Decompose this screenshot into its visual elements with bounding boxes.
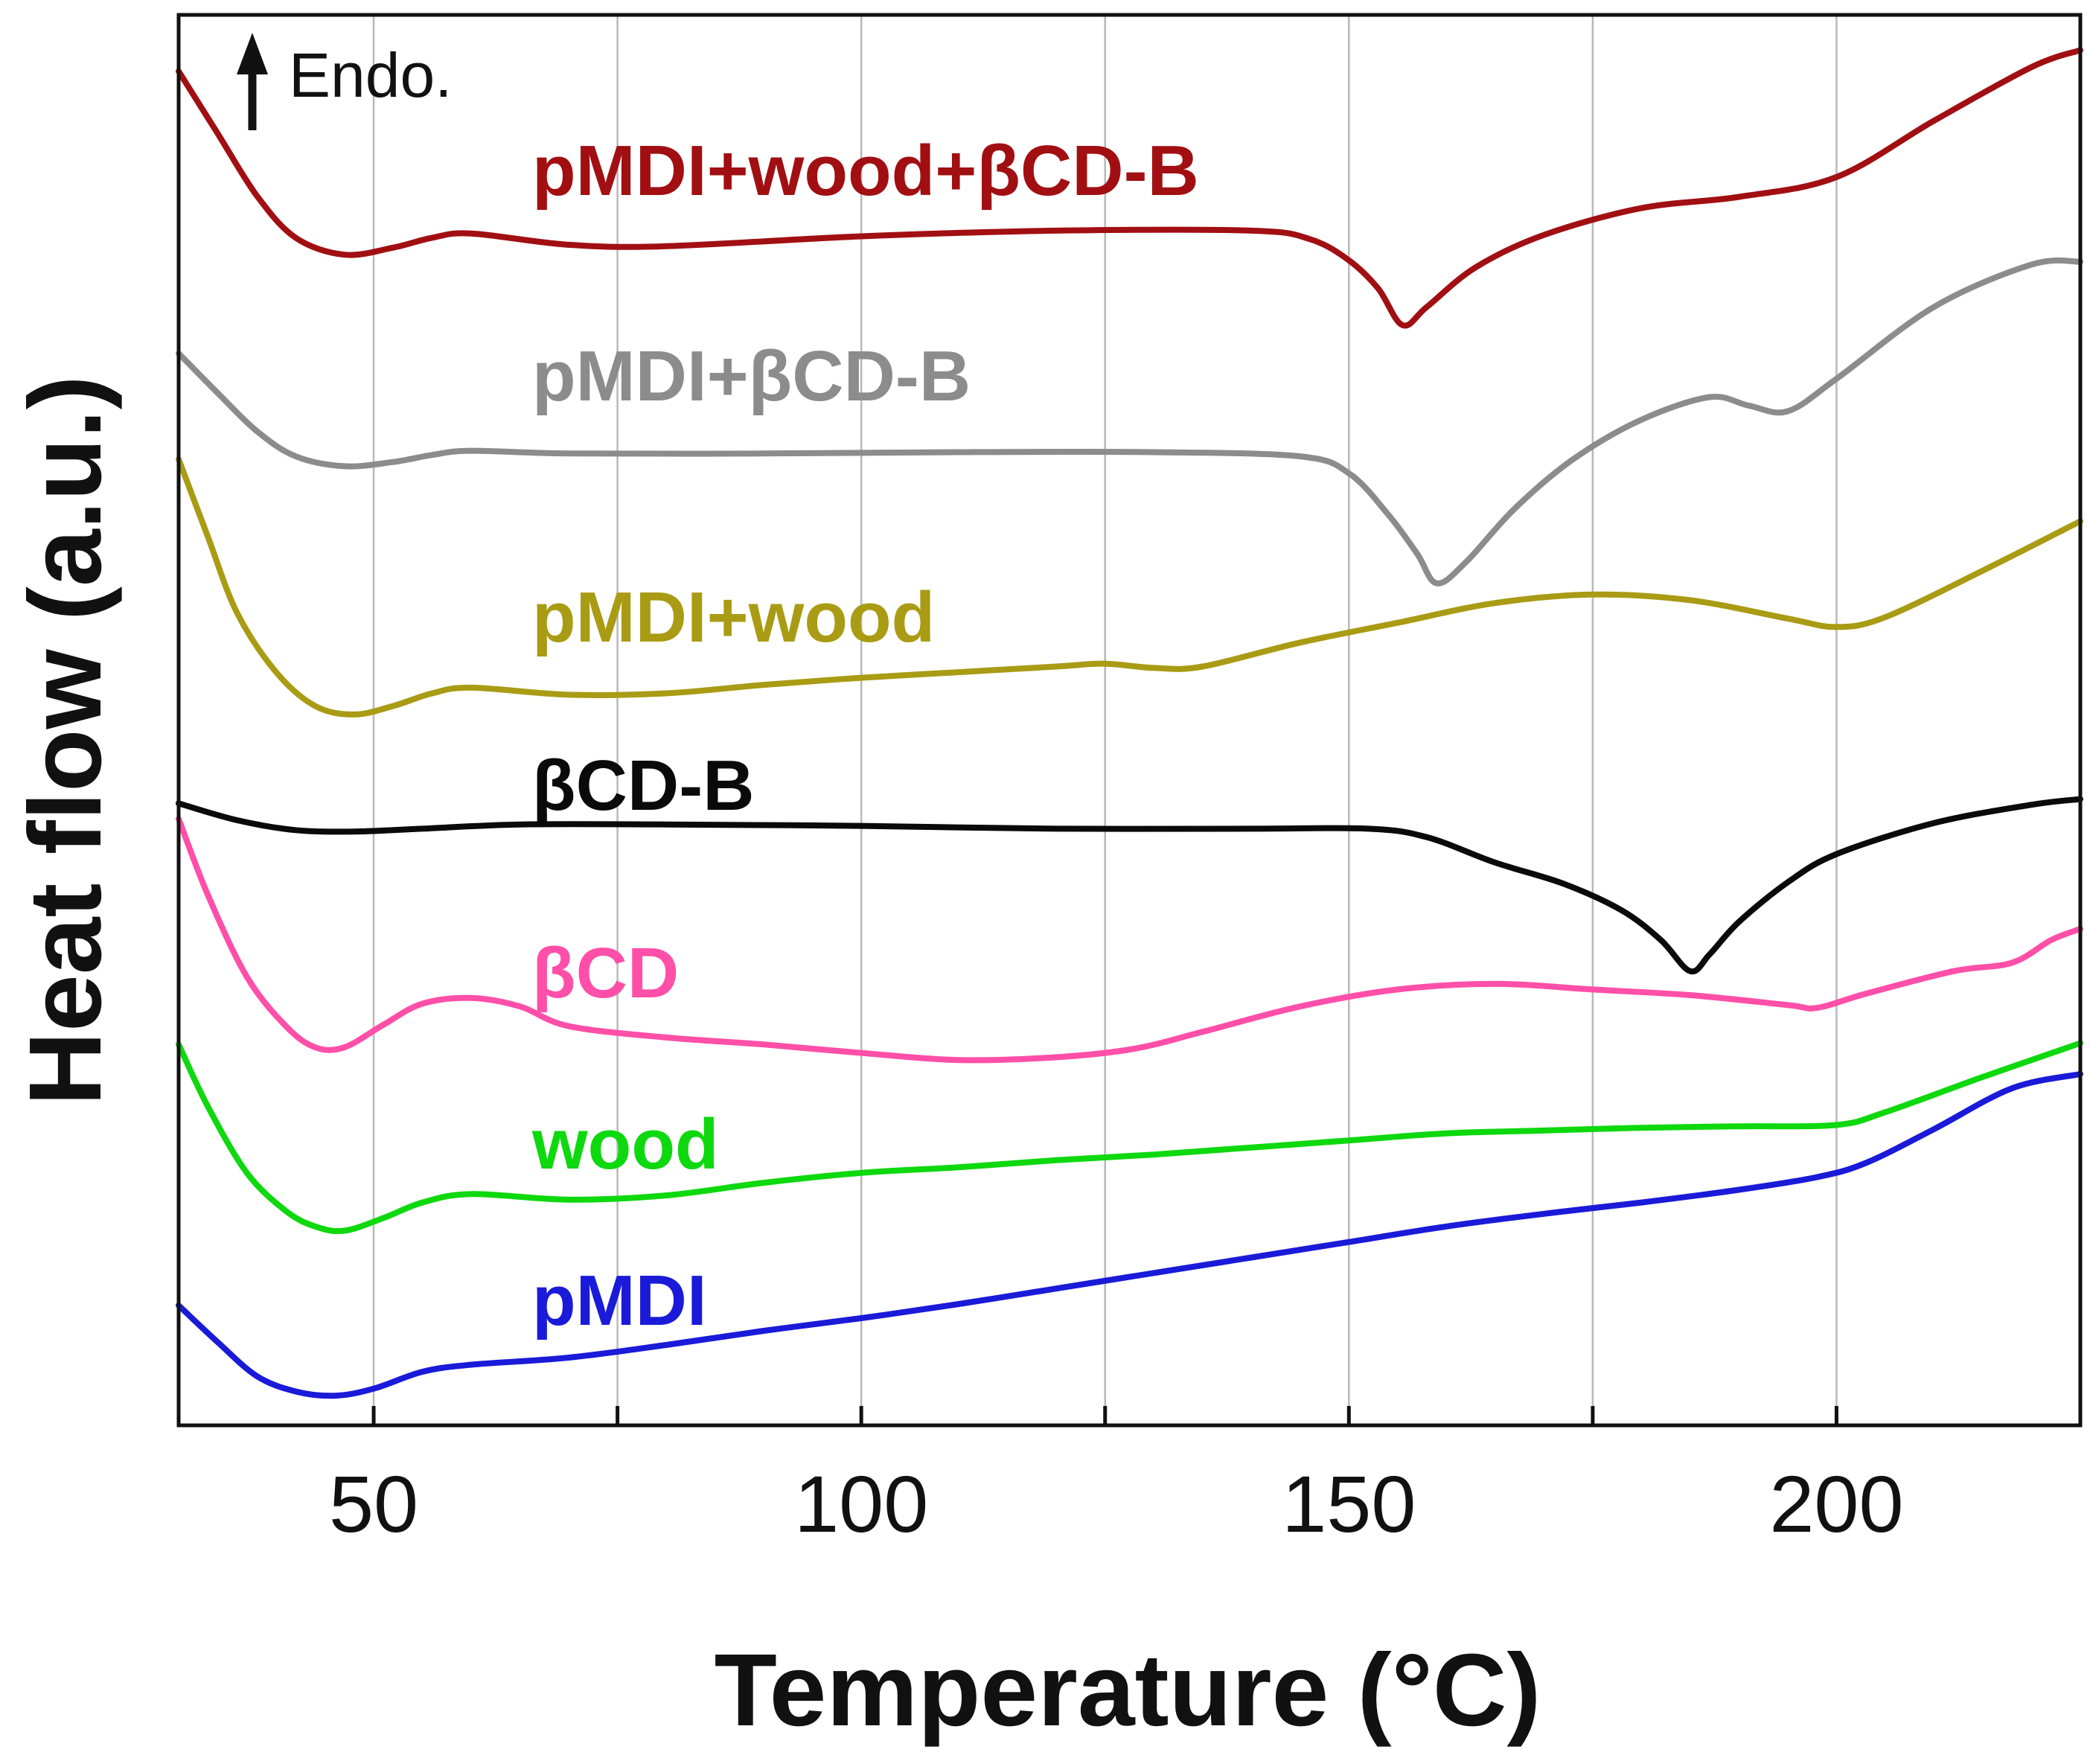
y-axis-title: Heat flow (a.u.) (8, 375, 123, 1105)
x-tick-label: 150 (1282, 1459, 1416, 1549)
series-line-0 (176, 47, 2083, 329)
series-label-4: βCD (532, 933, 679, 1013)
axis-ticks: 50 100 150 200 (329, 1406, 1904, 1549)
series-label-0: pMDI+wood+βCD-B (532, 131, 1199, 211)
plot-frame (176, 13, 2083, 1428)
series-label-2: pMDI+wood (532, 578, 935, 657)
series-line-1 (176, 257, 2083, 587)
series-line-4 (176, 816, 2083, 1064)
series-label-6: pMDI (532, 1261, 707, 1340)
series-line-6 (176, 1071, 2083, 1399)
x-tick-label: 200 (1769, 1459, 1903, 1549)
series-label-5: wood (531, 1105, 719, 1184)
endo-arrow-icon (237, 33, 268, 74)
x-axis-title: Temperature (°C) (715, 1633, 1541, 1748)
series-label-1: pMDI+βCD-B (532, 336, 971, 416)
endo-annotation-text: Endo. (289, 40, 453, 110)
x-tick-label: 50 (329, 1459, 418, 1549)
series-line-2 (176, 456, 2083, 718)
series-labels: pMDI+wood+βCD-B pMDI+βCD-B pMDI+wood βCD-B β… (531, 131, 1199, 1340)
series-line-5 (176, 1040, 2083, 1235)
series-lines (176, 47, 2083, 1399)
series-line-3 (176, 796, 2083, 975)
x-tick-label: 100 (794, 1459, 928, 1549)
series-label-3: βCD-B (532, 746, 755, 825)
endo-annotation: Endo. (237, 33, 453, 130)
